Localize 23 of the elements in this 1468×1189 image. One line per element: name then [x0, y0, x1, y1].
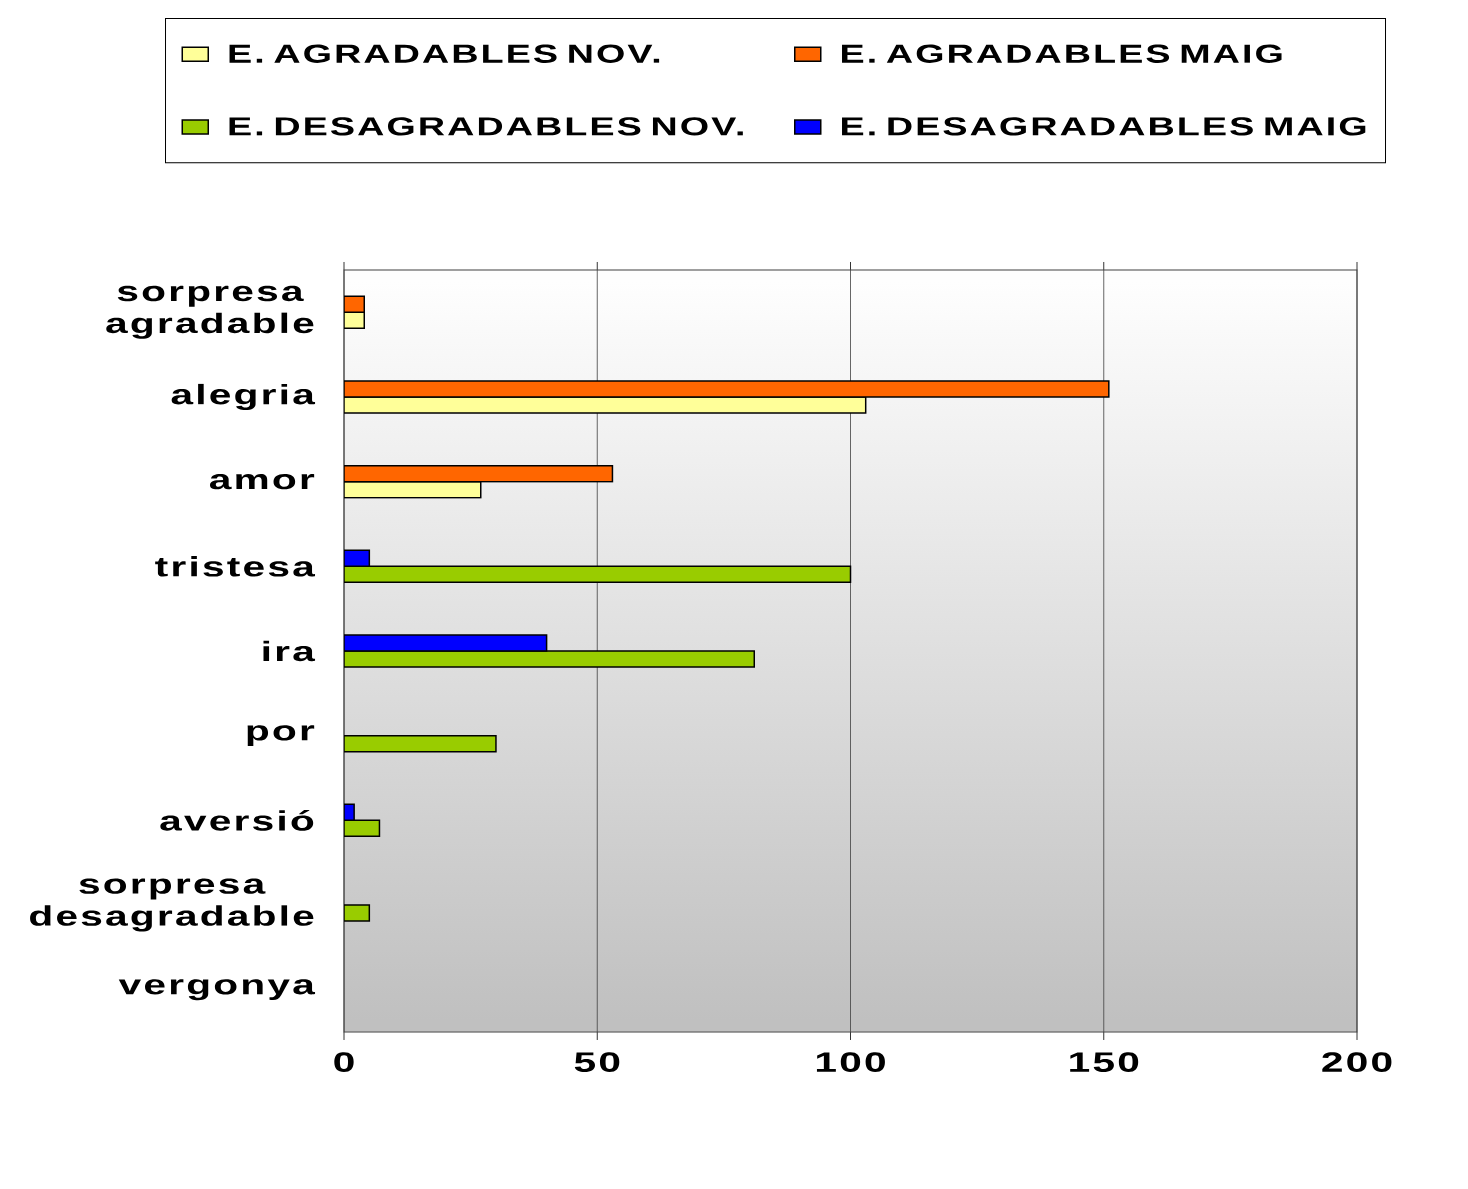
x-tick-label: 200: [1322, 1052, 1392, 1073]
x-tick-label: 150: [1070, 1052, 1139, 1073]
y-tick-label: alegria: [171, 383, 316, 411]
y-tick-label: ira: [263, 640, 316, 662]
y-tick-label: por: [247, 725, 315, 747]
y-tick-label: aversió: [160, 809, 314, 831]
bar: [344, 464, 614, 483]
y-tick-label: amor: [210, 474, 315, 490]
bar: [344, 734, 497, 753]
y-tick-label: sorpresa agradable: [106, 285, 314, 339]
y-tick-label: sorpresa desagradable: [30, 878, 314, 932]
x-tick-label: 0: [334, 1052, 354, 1073]
legend-label: E. DESAGRADABLES NOV.: [229, 117, 743, 136]
x-tick-label: 50: [574, 1052, 620, 1073]
legend-label: E. AGRADABLES NOV.: [229, 44, 660, 63]
bar: [344, 565, 852, 584]
x-tick-label: 100: [816, 1052, 885, 1073]
legend-label: E. AGRADABLES MAIG: [842, 44, 1282, 63]
legend-label: E. DESAGRADABLES MAIG: [842, 117, 1366, 136]
y-tick-label: tristesa: [155, 556, 316, 577]
y-tick-label: vergonya: [118, 979, 316, 1001]
bar: [344, 480, 482, 499]
bar: [344, 819, 381, 838]
